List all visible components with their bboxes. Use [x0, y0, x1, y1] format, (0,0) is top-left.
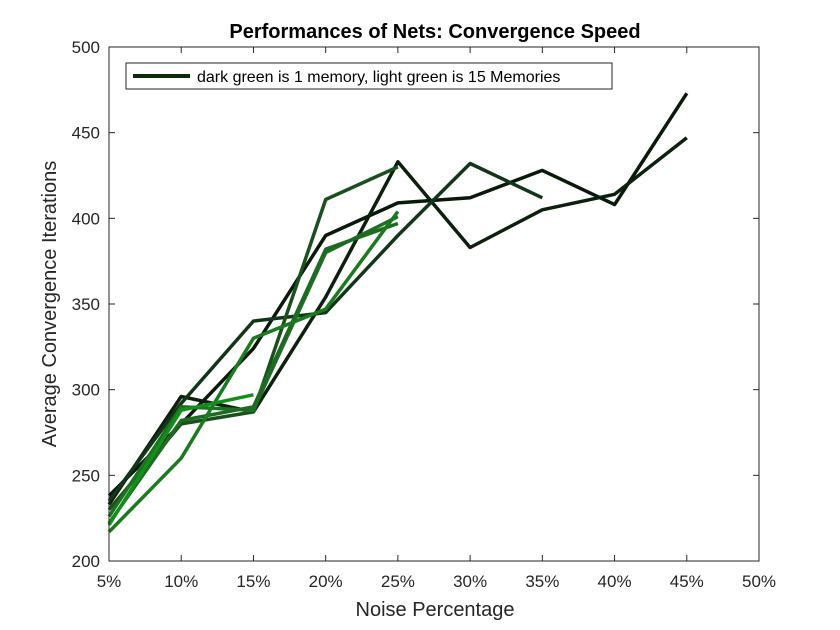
series-line-3 — [107, 161, 544, 503]
y-tick-label: 350 — [72, 295, 100, 314]
x-axis-label: Noise Percentage — [356, 599, 515, 621]
y-tick-label: 400 — [72, 209, 100, 228]
x-tick-label: 45% — [670, 572, 704, 591]
series-line-2 — [107, 136, 688, 506]
y-tick-label: 250 — [72, 466, 100, 485]
x-tick-label: 35% — [525, 572, 559, 591]
y-axis-label: Average Convergence Iterations — [39, 161, 61, 447]
legend: dark green is 1 memory, light green is 1… — [125, 62, 613, 90]
tick-labels-layer: 5% 10% 15% 20% 25% 30% 35% 40% 45% 50% 200 250 300 35… — [72, 38, 776, 591]
x-tick-label: 20% — [309, 572, 343, 591]
x-tick-label: 10% — [164, 572, 198, 591]
y-tick-label: 300 — [72, 381, 100, 400]
y-tick-label: 500 — [72, 38, 100, 57]
y-tick-label: 200 — [72, 552, 100, 571]
x-tick-label: 25% — [381, 572, 415, 591]
x-tick-label: 50% — [742, 572, 776, 591]
x-tick-label: 15% — [236, 572, 270, 591]
series-layer — [107, 92, 689, 534]
legend-entry: dark green is 1 memory, light green is 1… — [197, 69, 560, 86]
legend-box — [125, 62, 613, 90]
series-line-7 — [107, 210, 400, 534]
series-line-1 — [107, 92, 689, 498]
series-line-8 — [107, 393, 254, 526]
y-tick-label: 450 — [72, 124, 100, 143]
x-tick-label: 30% — [453, 572, 487, 591]
x-tick-label: 5% — [97, 572, 122, 591]
x-tick-label: 40% — [598, 572, 632, 591]
ticks-layer — [108, 46, 760, 562]
series-line-6 — [107, 221, 399, 525]
chart-title: Performances of Nets: Convergence Speed — [229, 21, 640, 43]
